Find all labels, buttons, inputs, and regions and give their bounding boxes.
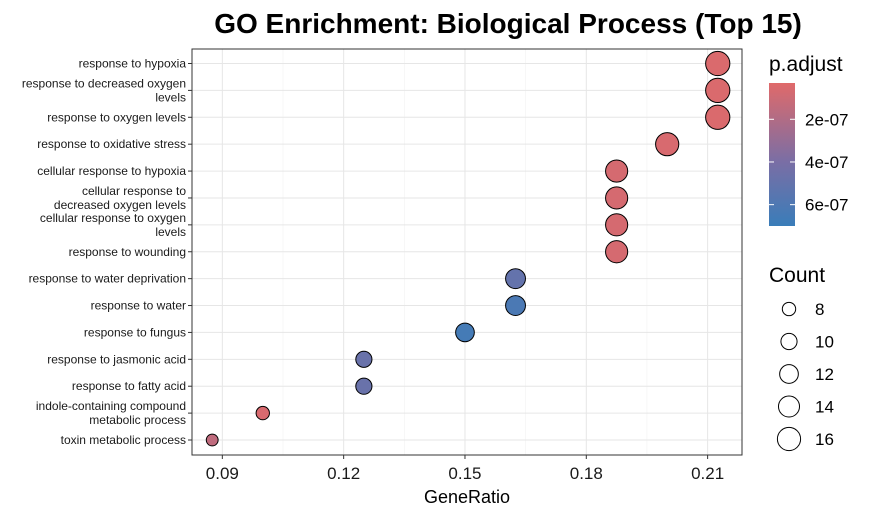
- y-tick-label-line: cellular response to hypoxia: [37, 164, 186, 178]
- y-tick-label-line: decreased oxygen levels: [54, 198, 186, 212]
- x-tick-label: 0.18: [570, 464, 603, 483]
- data-point: [255, 405, 270, 421]
- y-tick-label: response to water: [91, 299, 186, 313]
- y-axis-ticks: [188, 63, 192, 441]
- y-tick-label: response to water deprivation: [29, 272, 186, 286]
- x-tick-label: 0.12: [327, 464, 360, 483]
- data-point: [205, 433, 219, 447]
- size-legend-circle: [777, 395, 801, 418]
- data-point: [355, 350, 373, 368]
- y-tick-label-line: response to decreased oxygen: [22, 76, 186, 90]
- y-tick-label-line: response to water: [91, 299, 186, 313]
- y-tick-label-line: indole-containing compound: [36, 399, 186, 413]
- size-legend-label: 10: [815, 333, 834, 352]
- size-legend-label: 12: [815, 365, 834, 384]
- size-legend: Count 8 10 12 14 16: [769, 264, 834, 452]
- y-tick-label: response to oxidative stress: [37, 137, 186, 151]
- y-tick-label: response to fatty acid: [72, 379, 186, 393]
- y-axis-labels: response to hypoxia response to decreased…: [22, 57, 186, 448]
- y-tick-label: response to decreased oxygen levels: [22, 76, 186, 104]
- y-tick-label-line: response to fungus: [84, 325, 186, 339]
- y-tick-label: response to jasmonic acid: [47, 352, 186, 366]
- y-tick-label: cellular response to oxygen levels: [40, 211, 186, 239]
- y-tick-label-line: response to water deprivation: [29, 272, 186, 286]
- data-points: [205, 50, 731, 447]
- size-legend-circle: [776, 426, 802, 452]
- y-tick-label-line: response to oxygen levels: [47, 110, 186, 124]
- data-point: [455, 322, 475, 343]
- size-legend-label: 8: [815, 300, 824, 319]
- x-tick-label: 0.21: [691, 464, 724, 483]
- x-tick-label: 0.09: [206, 464, 239, 483]
- y-tick-label: response to fungus: [84, 325, 186, 339]
- data-point: [705, 50, 731, 77]
- data-point: [605, 159, 629, 183]
- data-point: [605, 213, 629, 237]
- y-tick-label-line: response to oxidative stress: [37, 137, 186, 151]
- y-tick-label: cellular response to hypoxia: [37, 164, 186, 178]
- size-legend-circle: [781, 301, 797, 317]
- chart-title: GO Enrichment: Biological Process (Top 1…: [214, 8, 802, 39]
- size-legend-circle: [780, 332, 798, 351]
- data-point: [655, 132, 680, 157]
- y-tick-label-line: cellular response to: [82, 184, 186, 198]
- data-point: [505, 268, 526, 290]
- color-legend-title: p.adjust: [769, 53, 843, 76]
- data-point: [605, 240, 629, 264]
- x-tick-label: 0.15: [448, 464, 481, 483]
- y-tick-label: indole-containing compound metabolic proc…: [36, 399, 186, 427]
- size-legend-label: 16: [815, 430, 834, 449]
- color-legend-label: 6e-07: [805, 196, 848, 215]
- y-tick-label-line: response to jasmonic acid: [47, 352, 186, 366]
- y-tick-label-line: toxin metabolic process: [61, 433, 186, 447]
- y-tick-label: toxin metabolic process: [61, 433, 186, 447]
- color-legend-bar: [769, 83, 795, 226]
- y-tick-label-line: response to wounding: [69, 245, 186, 259]
- size-legend-label: 14: [815, 398, 834, 417]
- size-legend-title: Count: [769, 264, 825, 287]
- color-legend-ticks: 2e-07 4e-07 6e-07: [769, 110, 848, 215]
- y-tick-label: response to oxygen levels: [47, 110, 186, 124]
- y-tick-label: response to wounding: [69, 245, 186, 259]
- y-tick-label-line: metabolic process: [89, 413, 186, 427]
- size-legend-circle: [779, 364, 799, 384]
- data-point: [505, 295, 526, 316]
- x-axis-title: GeneRatio: [424, 487, 510, 507]
- color-legend-label: 4e-07: [805, 153, 848, 172]
- data-point: [605, 186, 629, 210]
- y-tick-label-line: levels: [155, 225, 186, 239]
- y-tick-label: response to hypoxia: [79, 57, 187, 71]
- size-legend-items: 8 10 12 14 16: [776, 300, 834, 452]
- color-legend-label: 2e-07: [805, 110, 848, 129]
- y-tick-label-line: response to fatty acid: [72, 379, 186, 393]
- y-tick-label-line: levels: [155, 90, 186, 104]
- y-tick-label: cellular response to decreased oxygen lev…: [54, 184, 186, 212]
- data-point: [705, 77, 731, 104]
- y-tick-label-line: response to hypoxia: [79, 57, 187, 71]
- color-legend: p.adjust 2e-07 4e-07 6e-07: [769, 53, 848, 226]
- x-axis: 0.09 0.12 0.15 0.18 0.21: [206, 455, 724, 483]
- data-point: [705, 104, 731, 130]
- data-point: [355, 377, 373, 395]
- y-tick-label-line: cellular response to oxygen: [40, 211, 186, 225]
